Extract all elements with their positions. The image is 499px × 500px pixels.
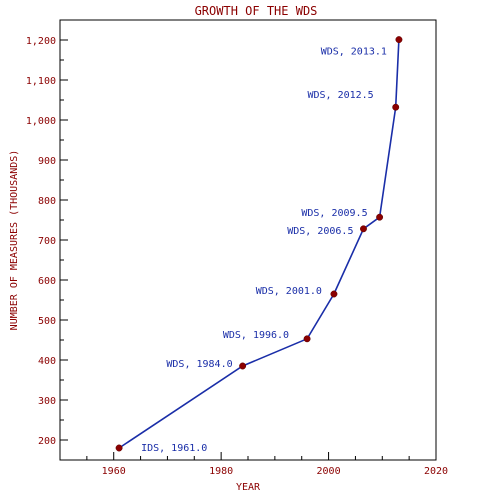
data-point <box>330 290 338 298</box>
y-tick-label: 1,200 <box>26 36 56 47</box>
point-annotation: WDS, 1996.0 <box>223 330 289 341</box>
point-annotation: WDS, 2009.5 <box>301 208 367 219</box>
series-group <box>115 36 403 452</box>
chart-title: GROWTH OF THE WDS <box>195 4 318 18</box>
x-tick-label: 2020 <box>424 466 448 477</box>
x-tick-label: 2000 <box>317 466 341 477</box>
data-point <box>239 362 247 370</box>
x-axis: 1960 1980 2000 2020 <box>86 452 448 477</box>
annotations-group: IDS, 1961.0 WDS, 1984.0 WDS, 1996.0 WDS, 20… <box>141 47 387 454</box>
y-tick-label: 500 <box>38 316 56 327</box>
x-tick-label: 1960 <box>102 466 126 477</box>
data-point <box>376 213 384 221</box>
point-annotation: WDS, 2013.1 <box>321 47 387 58</box>
y-tick-label: 200 <box>38 436 56 447</box>
y-tick-label: 400 <box>38 356 56 367</box>
point-annotation: WDS, 2006.5 <box>287 226 353 237</box>
y-tick-label: 700 <box>38 236 56 247</box>
plot-frame <box>59 19 437 461</box>
y-tick-label: 600 <box>38 276 56 287</box>
data-point <box>115 444 123 452</box>
y-tick-label: 1,100 <box>26 76 56 87</box>
y-tick-label: 1,000 <box>26 116 56 127</box>
data-point <box>303 335 311 343</box>
point-annotation: WDS, 2012.5 <box>307 90 373 101</box>
y-tick-label: 900 <box>38 156 56 167</box>
y-tick-label: 800 <box>38 196 56 207</box>
data-point <box>392 103 400 111</box>
y-axis-label: NUMBER OF MEASURES (THOUSANDS) <box>9 150 20 331</box>
x-axis-label: YEAR <box>236 482 261 493</box>
series-line <box>118 39 400 449</box>
point-annotation: IDS, 1961.0 <box>141 443 207 454</box>
x-tick-label: 1980 <box>209 466 233 477</box>
y-tick-label: 300 <box>38 396 56 407</box>
data-point <box>360 225 367 233</box>
point-annotation: WDS, 1984.0 <box>166 359 232 370</box>
data-point <box>395 36 403 44</box>
point-annotation: WDS, 2001.0 <box>256 286 322 297</box>
y-axis: 200 300 400 500 600 700 800 900 1,000 1,100 1,200 <box>26 36 68 447</box>
